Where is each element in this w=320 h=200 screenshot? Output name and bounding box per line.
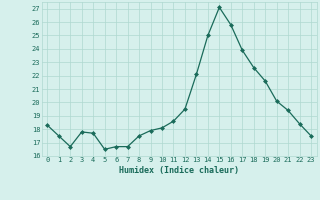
X-axis label: Humidex (Indice chaleur): Humidex (Indice chaleur) [119,166,239,175]
